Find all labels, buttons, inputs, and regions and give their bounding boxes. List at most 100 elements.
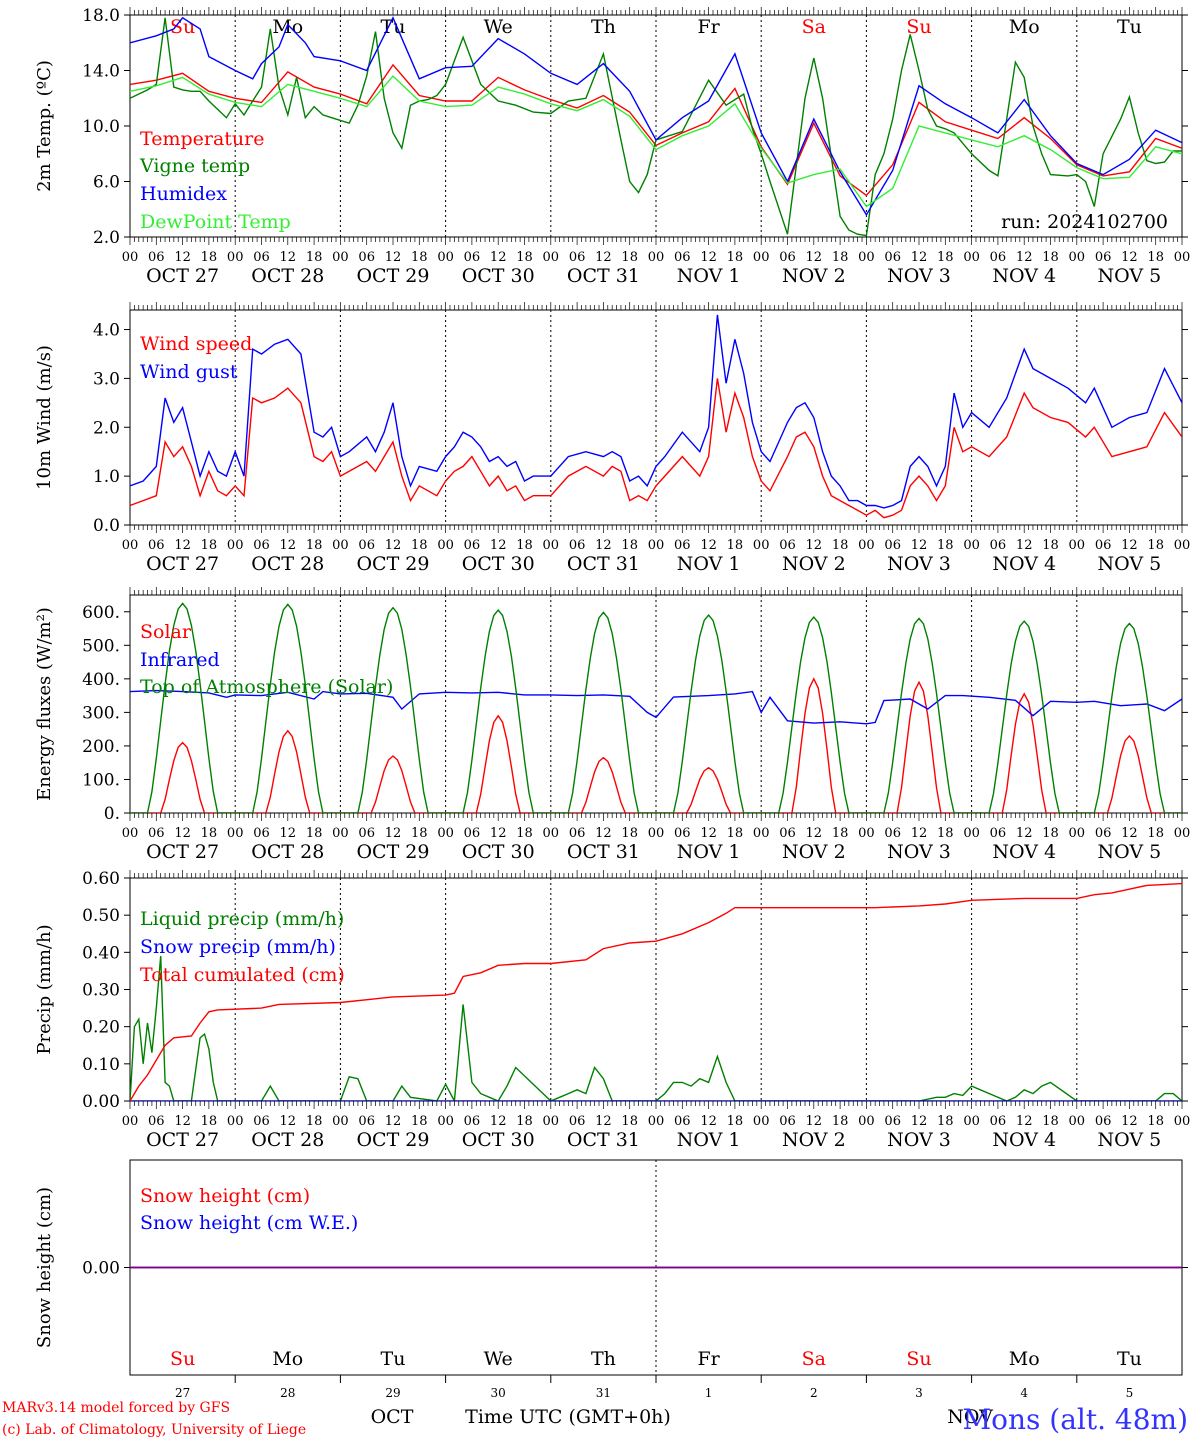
hour-tick-label: 06 <box>1095 538 1112 553</box>
day-number-label: 4 <box>1020 1386 1028 1400</box>
y-axis-label: Precip (mm/h) <box>34 924 55 1054</box>
hour-tick-label: 12 <box>174 538 191 553</box>
date-label: OCT 28 <box>251 553 324 575</box>
series-group <box>130 882 1182 1101</box>
hour-tick-label: 12 <box>1121 1114 1138 1129</box>
y-tick-label: 3.0 <box>93 369 120 389</box>
hour-tick-label: 06 <box>990 538 1007 553</box>
hour-tick-label: 12 <box>1016 1114 1033 1129</box>
weekday-label: Fr <box>697 16 720 38</box>
y-tick-label: 4.0 <box>93 321 120 341</box>
hour-tick-label: 12 <box>806 538 823 553</box>
date-label: NOV 5 <box>1098 265 1162 287</box>
hour-tick-label: 06 <box>253 250 270 265</box>
hour-tick-label: 18 <box>621 538 638 553</box>
y-tick-label: 0.30 <box>82 981 120 1001</box>
y-tick-label: 0.60 <box>82 869 120 889</box>
date-label: OCT 27 <box>146 841 219 863</box>
hour-tick-label: 06 <box>779 1114 796 1129</box>
hour-tick-label: 06 <box>779 538 796 553</box>
y-tick-label: 0.20 <box>82 1018 120 1038</box>
day-number-label: 30 <box>491 1386 506 1400</box>
hour-tick-label: 06 <box>779 250 796 265</box>
hour-tick-label: 00 <box>122 250 139 265</box>
y-tick-label: 500. <box>82 636 120 656</box>
hour-tick-label: 06 <box>253 826 270 841</box>
date-label: NOV 4 <box>992 841 1056 863</box>
hour-tick-label: 18 <box>306 250 323 265</box>
hour-tick-label: 00 <box>648 826 665 841</box>
hour-tick-label: 18 <box>516 826 533 841</box>
date-label: NOV 4 <box>992 265 1056 287</box>
hour-tick-label: 06 <box>464 826 481 841</box>
weekday-label: Sa <box>802 1348 826 1370</box>
hour-tick-label: 18 <box>727 538 744 553</box>
hour-tick-label: 12 <box>806 250 823 265</box>
hour-tick-label: 12 <box>280 250 297 265</box>
footer-lab-line: (c) Lab. of Climatology, University of L… <box>2 1422 306 1438</box>
hour-tick-label: 06 <box>148 538 165 553</box>
hour-tick-label: 00 <box>437 1114 454 1129</box>
weekday-label: Mo <box>1009 16 1040 38</box>
hour-tick-label: 00 <box>227 1114 244 1129</box>
weekday-label: Su <box>170 1348 195 1370</box>
date-label: NOV 4 <box>992 1129 1056 1151</box>
hour-tick-label: 18 <box>516 538 533 553</box>
y-tick-label: 0.00 <box>82 1092 120 1112</box>
hour-tick-label: 12 <box>911 538 928 553</box>
day-number-label: 28 <box>280 1386 295 1400</box>
weekday-label: Sa <box>802 16 826 38</box>
weekday-label: Su <box>906 16 931 38</box>
hour-tick-label: 00 <box>332 826 349 841</box>
hour-tick-label: 00 <box>963 1114 980 1129</box>
hour-tick-label: 00 <box>437 250 454 265</box>
hour-tick-label: 00 <box>858 826 875 841</box>
hour-tick-label: 06 <box>884 826 901 841</box>
hour-tick-label: 06 <box>990 1114 1007 1129</box>
y-tick-label: 100. <box>82 770 120 790</box>
footer-model-line: MARv3.14 model forced by GFS <box>2 1400 230 1416</box>
hour-tick-label: 12 <box>385 1114 402 1129</box>
hour-tick-label: 12 <box>700 250 717 265</box>
y-tick-label: 300. <box>82 703 120 723</box>
hour-tick-label: 00 <box>543 250 560 265</box>
y-axis-label: 2m Temp. (ºC) <box>34 60 55 192</box>
hour-tick-label: 06 <box>464 1114 481 1129</box>
month-label-oct: OCT <box>371 1406 414 1428</box>
hour-tick-label: 12 <box>280 1114 297 1129</box>
weekday-label: Mo <box>272 1348 303 1370</box>
hour-tick-label: 00 <box>1174 826 1191 841</box>
date-label: NOV 3 <box>887 841 951 863</box>
hour-tick-label: 00 <box>1069 826 1086 841</box>
hour-tick-label: 12 <box>1121 538 1138 553</box>
hour-tick-label: 18 <box>621 1114 638 1129</box>
date-label: NOV 1 <box>677 841 741 863</box>
hour-tick-label: 00 <box>1174 1114 1191 1129</box>
hour-tick-label: 12 <box>700 1114 717 1129</box>
weekday-label: Tu <box>381 1348 406 1370</box>
hour-tick-label: 00 <box>227 538 244 553</box>
date-label: OCT 30 <box>462 1129 535 1151</box>
hour-tick-label: 06 <box>779 826 796 841</box>
series-line-wind-speed <box>130 378 1182 519</box>
weekday-label: Mo <box>272 16 303 38</box>
series-line-dewpoint-temp <box>130 75 1182 208</box>
date-label: OCT 29 <box>356 553 429 575</box>
hour-tick-label: 18 <box>201 1114 218 1129</box>
weekday-label: Tu <box>1117 1348 1142 1370</box>
hour-tick-label: 18 <box>516 250 533 265</box>
hour-tick-label: 12 <box>1016 250 1033 265</box>
hour-tick-label: 00 <box>437 826 454 841</box>
date-label: NOV 5 <box>1098 841 1162 863</box>
hour-tick-label: 18 <box>306 826 323 841</box>
hour-tick-label: 18 <box>201 538 218 553</box>
y-tick-label: 14.0 <box>82 62 120 82</box>
date-label: NOV 3 <box>887 265 951 287</box>
y-tick-label: 400. <box>82 670 120 690</box>
date-label: OCT 29 <box>356 841 429 863</box>
hour-tick-label: 00 <box>858 250 875 265</box>
hour-tick-label: 06 <box>990 826 1007 841</box>
hour-tick-label: 18 <box>1147 826 1164 841</box>
hour-tick-label: 12 <box>385 250 402 265</box>
hour-tick-label: 18 <box>1042 826 1059 841</box>
